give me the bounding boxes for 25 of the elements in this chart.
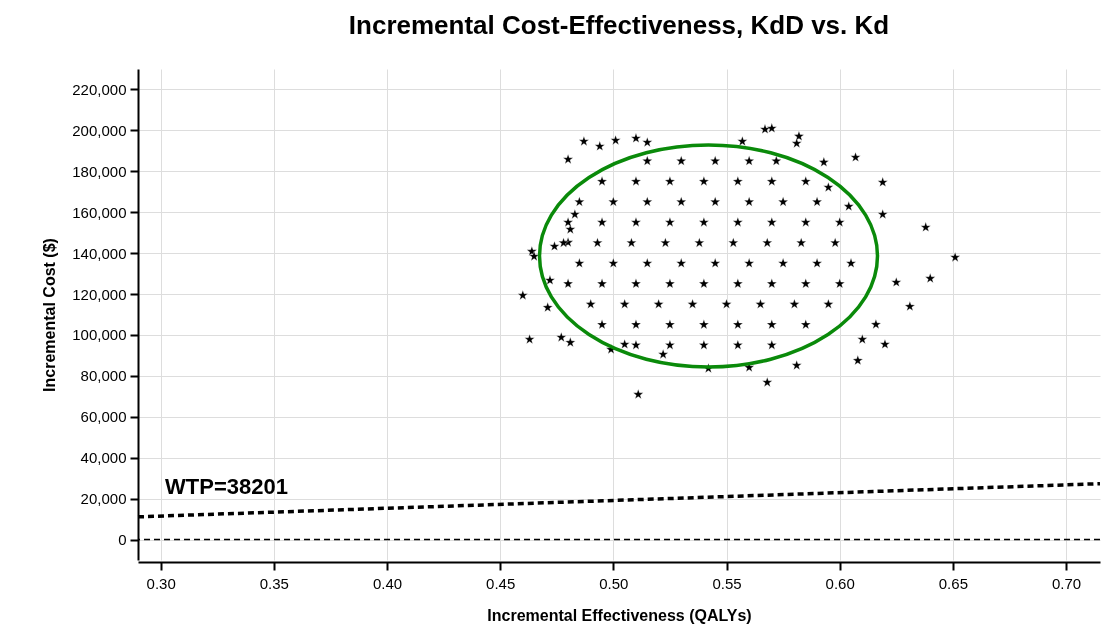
- y-tick-label: 140,000: [72, 244, 127, 262]
- chart-title: Incremental Cost-Effectiveness, KdD vs. Kd: [348, 10, 890, 40]
- x-tick-label: 0.35: [259, 574, 289, 592]
- x-tick-label: 0.45: [486, 574, 516, 592]
- x-axis-title: Incremental Effectiveness (QALYs): [487, 606, 752, 624]
- y-tick-label: 180,000: [72, 162, 127, 180]
- x-tick-label: 0.60: [825, 574, 855, 592]
- x-tick-label: 0.70: [1051, 574, 1082, 592]
- y-tick-label: 120,000: [72, 285, 127, 303]
- y-tick-label: 0: [118, 531, 127, 549]
- x-tick-label: 0.55: [712, 574, 742, 592]
- y-tick-label: 160,000: [72, 203, 127, 221]
- x-tick-label: 0.50: [599, 574, 629, 592]
- x-tick-label: 0.65: [938, 574, 968, 592]
- y-tick-label: 80,000: [80, 367, 127, 385]
- x-tick-label: 0.40: [372, 574, 403, 592]
- y-tick-label: 20,000: [80, 490, 127, 508]
- y-tick-label: 200,000: [72, 121, 127, 139]
- y-tick-label: 220,000: [72, 80, 127, 98]
- y-tick-label: 60,000: [80, 408, 127, 426]
- y-tick-label: 40,000: [80, 449, 127, 467]
- y-axis-title: Incremental Cost ($): [41, 238, 59, 392]
- y-tick-label: 100,000: [72, 326, 127, 344]
- x-tick-label: 0.30: [146, 574, 176, 592]
- annotation: WTP=38201: [165, 474, 288, 499]
